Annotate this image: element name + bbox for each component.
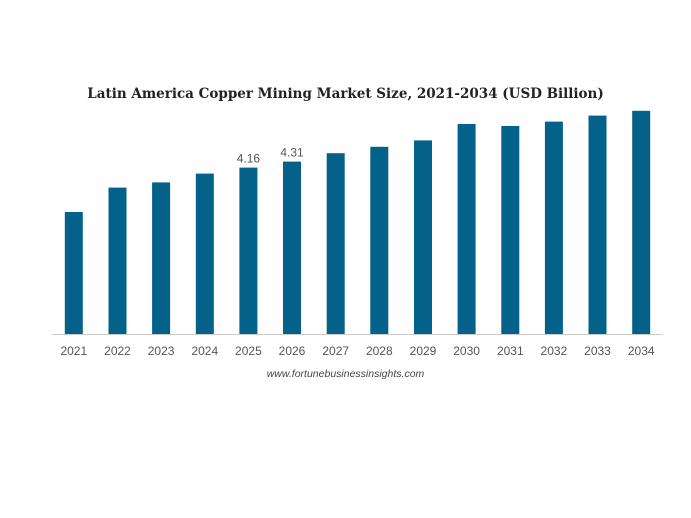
bar-2024 [195, 173, 214, 334]
x-tick-label-2030: 2030 [453, 344, 480, 358]
bar-2028 [370, 146, 389, 334]
bar-2021 [64, 212, 83, 334]
x-tick-label-2028: 2028 [366, 344, 393, 358]
chart-title: Latin America Copper Mining Market Size,… [87, 86, 604, 102]
bar-2022 [108, 187, 127, 334]
bar-2033 [588, 115, 607, 334]
bar-2025 [239, 167, 258, 334]
data-label-2025: 4.16 [237, 152, 261, 166]
x-tick-label-2034: 2034 [628, 344, 655, 358]
x-tick-label-2027: 2027 [322, 344, 349, 358]
bar-group [64, 110, 651, 334]
bar-2032 [544, 121, 563, 334]
bar-2027 [326, 153, 345, 334]
x-tick-label-2021: 2021 [60, 344, 87, 358]
x-tick-label-2023: 2023 [148, 344, 175, 358]
bar-2026 [283, 161, 301, 334]
x-tick-label-2033: 2033 [584, 344, 611, 358]
bar-2030 [457, 124, 476, 334]
bar-2031 [501, 126, 520, 334]
bar-2034 [632, 110, 651, 334]
x-tick-label-2024: 2024 [191, 344, 218, 358]
data-labels: 4.16 4.31 [237, 146, 304, 166]
x-tick-label-2031: 2031 [497, 344, 524, 358]
x-tick-label-2029: 2029 [410, 344, 437, 358]
data-label-2026: 4.31 [280, 146, 304, 160]
bar-2023 [152, 182, 171, 334]
bar-2029 [414, 140, 432, 334]
x-tick-label-2032: 2032 [541, 344, 568, 358]
x-tick-label-2025: 2025 [235, 344, 262, 358]
x-tick-label-2026: 2026 [279, 344, 306, 358]
x-tick-labels: 2021 2022 2023 2024 2025 2026 2027 2028 2029 2030… [60, 344, 654, 358]
x-tick-label-2022: 2022 [104, 344, 131, 358]
source-credit: www.fortunebusinessinsights.com [266, 368, 425, 380]
